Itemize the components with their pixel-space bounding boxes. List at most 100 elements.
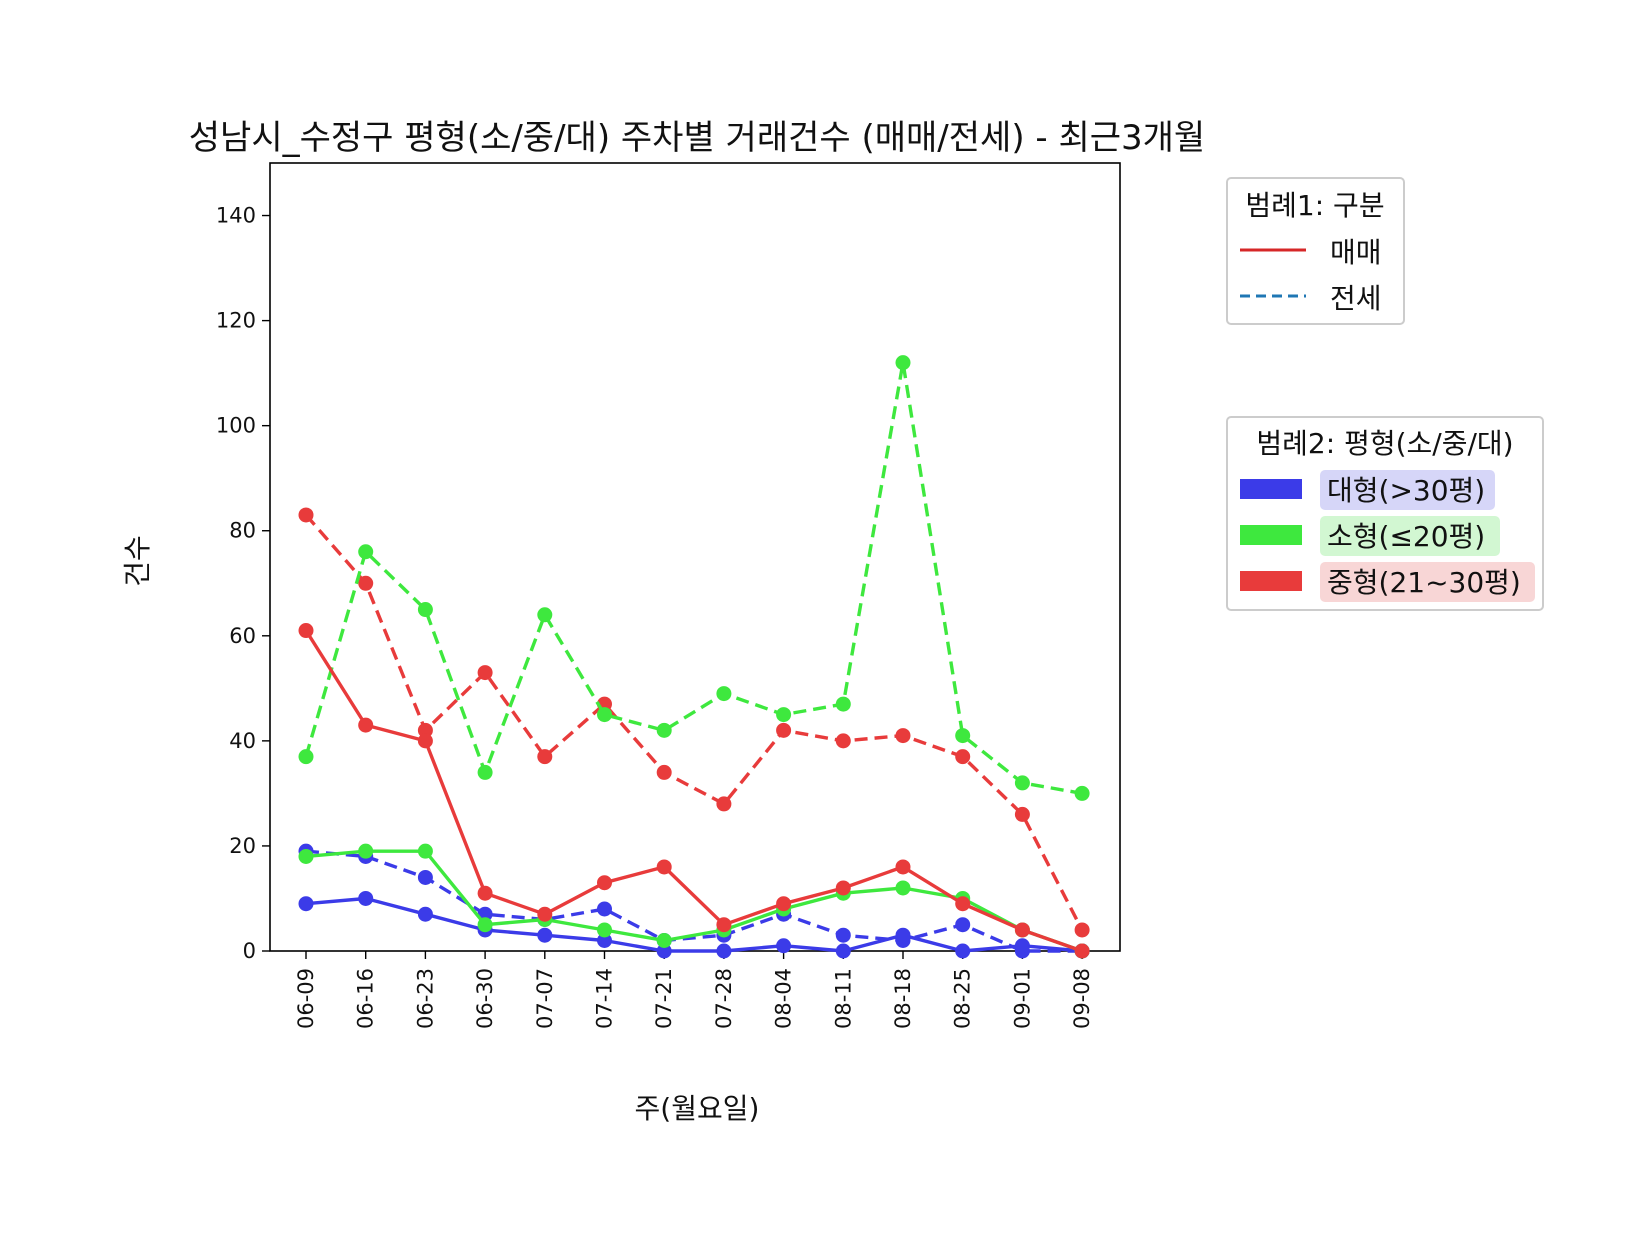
data-point [656, 859, 672, 875]
y-tick-label: 120 [216, 309, 256, 333]
y-tick-label: 20 [229, 834, 256, 858]
legend-size-swatch-medium [1240, 571, 1302, 591]
data-point [955, 896, 971, 912]
data-point [895, 927, 911, 943]
x-tick-label: 08-25 [951, 968, 975, 1029]
data-point [477, 764, 493, 780]
data-point [776, 707, 792, 723]
legend-size-label-bg-small [1320, 516, 1500, 556]
series-line [305, 896, 1083, 953]
data-point [955, 917, 971, 933]
data-point [716, 943, 732, 959]
legend-size-label-medium: 중형(21~30평) [1327, 566, 1521, 599]
data-point [1074, 943, 1090, 959]
data-point [298, 848, 314, 864]
data-point [477, 917, 493, 933]
data-point [477, 885, 493, 901]
data-point [417, 869, 433, 885]
x-tick-label: 06-16 [354, 968, 378, 1029]
legend-size-title: 범례2: 평형(소/중/대) [1256, 427, 1513, 460]
legend-size-label-large: 대형(>30평) [1327, 474, 1485, 507]
data-point [1014, 922, 1030, 938]
series-line [304, 629, 1083, 953]
x-tick-label: 07-14 [593, 968, 617, 1029]
legend-kind-frame [1226, 177, 1405, 325]
x-tick-label: 07-21 [652, 968, 676, 1029]
x-tick-label: 08-11 [831, 968, 855, 1029]
legend-size: 범례2: 평형(소/중/대) 대형(>30평) 소형(≤20평) 중형(21~3… [1226, 416, 1544, 611]
data-point [417, 843, 433, 859]
data-point [1014, 806, 1030, 822]
data-point [776, 722, 792, 738]
data-point [895, 728, 911, 744]
data-point [955, 943, 971, 959]
legend-size-frame [1226, 416, 1544, 611]
y-tick-label: 80 [229, 519, 256, 543]
chart-title: 성남시_수정구 평형(소/중/대) 주차별 거래건수 (매매/전세) - 최근3… [189, 118, 1205, 158]
data-point [835, 696, 851, 712]
series-line [304, 360, 1083, 796]
data-point [537, 749, 553, 765]
data-point [597, 932, 612, 948]
data-point [477, 665, 493, 681]
data-point [656, 943, 672, 959]
data-point [656, 764, 672, 780]
data-point [597, 922, 612, 938]
legend-size-label-small: 소형(≤20평) [1327, 520, 1485, 553]
y-tick-label: 0 [243, 939, 256, 963]
x-tick-label: 07-28 [712, 968, 736, 1029]
data-point [716, 917, 732, 933]
data-point [656, 932, 672, 948]
data-point [835, 927, 851, 943]
x-tick-label: 06-30 [473, 968, 497, 1029]
data-point [298, 749, 314, 765]
data-point [298, 623, 314, 639]
y-tick-label: 60 [229, 624, 256, 648]
data-point [1074, 785, 1090, 801]
data-point [895, 859, 911, 875]
x-tick-label: 09-08 [1070, 968, 1094, 1029]
legend-kind-label-jeonse: 전세 [1330, 282, 1382, 315]
plot-frame [269, 162, 1121, 952]
legend-size-swatch-large [1240, 479, 1302, 499]
data-point [835, 733, 851, 749]
data-point [298, 507, 314, 523]
x-tick-label: 09-01 [1010, 968, 1034, 1029]
data-point [417, 733, 433, 749]
data-point [1014, 775, 1030, 791]
y-tick-label: 140 [216, 204, 256, 228]
series-line [305, 849, 1083, 953]
data-point [537, 607, 553, 623]
data-point [358, 890, 374, 906]
data-point [835, 880, 851, 896]
data-point [1014, 938, 1030, 954]
y-tick-label: 40 [229, 729, 256, 753]
legend-size-swatch-small [1240, 525, 1302, 545]
data-point [358, 843, 374, 859]
data-point [597, 901, 612, 917]
legend-kind-title: 범례1: 구분 [1245, 189, 1384, 222]
data-point [358, 717, 374, 733]
plot-area: 0 20 40 60 80 100 120 140 06-09 06-16 06-23 06-30 07… [216, 162, 1121, 1029]
x-tick-label: 08-18 [891, 968, 915, 1029]
legend-kind-label-sale: 매매 [1330, 236, 1382, 269]
data-point [835, 943, 851, 959]
data-point [358, 575, 374, 591]
data-point [417, 722, 433, 738]
data-point [716, 796, 732, 812]
legend-size-label-bg-medium [1320, 562, 1535, 602]
data-point [417, 602, 433, 618]
x-tick-label: 06-09 [294, 968, 318, 1029]
x-tick-label: 06-23 [413, 968, 437, 1029]
x-tick-label: 08-04 [772, 968, 796, 1029]
y-axis-label: 건수 [121, 535, 154, 587]
data-point [895, 355, 911, 371]
data-point [298, 896, 314, 912]
data-point [955, 749, 971, 765]
data-point [537, 927, 553, 943]
data-point [895, 880, 911, 896]
data-point [358, 544, 374, 560]
data-point [597, 875, 612, 891]
x-tick-label: 07-07 [533, 968, 557, 1029]
